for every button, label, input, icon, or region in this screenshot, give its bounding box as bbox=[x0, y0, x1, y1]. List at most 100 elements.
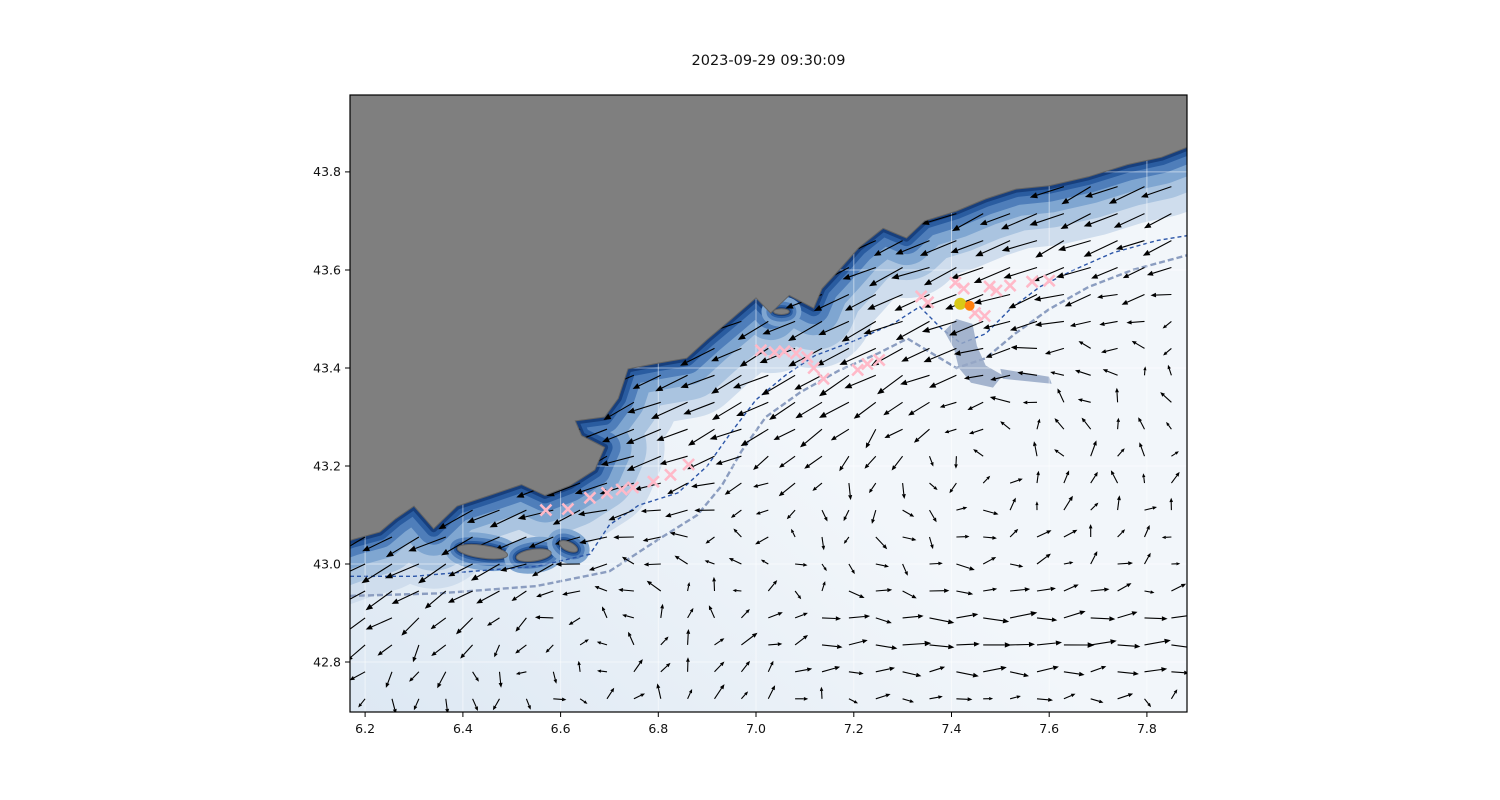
quiver-arrow-head bbox=[853, 412, 861, 419]
quiver-arrow bbox=[1010, 588, 1025, 592]
quiver-arrow-head bbox=[967, 405, 973, 410]
quiver-arrow-head bbox=[983, 324, 990, 330]
quiver-arrow bbox=[1165, 347, 1172, 354]
quiver-arrow bbox=[1144, 507, 1153, 511]
quiver-arrow-head bbox=[839, 359, 848, 365]
quiver-arrow-head bbox=[967, 697, 973, 702]
quiver-arrow bbox=[548, 644, 554, 651]
quiver-arrow bbox=[986, 213, 1011, 223]
quiver-arrow bbox=[980, 266, 1011, 281]
quiver-arrow bbox=[917, 428, 930, 440]
quiver-arrow-head bbox=[1023, 672, 1029, 678]
quiver-arrow bbox=[1090, 444, 1096, 457]
drifter-marker bbox=[948, 276, 962, 290]
quiver-arrow bbox=[907, 347, 930, 360]
quiver-arrow-head bbox=[891, 273, 900, 280]
quiver-arrow-head bbox=[859, 594, 865, 598]
quiver-arrow-head bbox=[1001, 245, 1010, 252]
quiver-arrow-head bbox=[753, 483, 759, 488]
quiver-arrow bbox=[848, 698, 855, 703]
quiver-arrow bbox=[1122, 240, 1145, 248]
quiver-arrow bbox=[848, 590, 861, 597]
quiver-arrow bbox=[1140, 446, 1146, 457]
quiver-arrow-head bbox=[744, 691, 749, 696]
seabed-patch bbox=[944, 319, 1003, 388]
chart-title: 2023-09-29 09:30:09 bbox=[691, 53, 846, 69]
quiver-arrow bbox=[875, 589, 888, 592]
quiver-arrow-head bbox=[863, 328, 872, 335]
quiver-arrow bbox=[794, 590, 800, 597]
quiver-arrow bbox=[672, 482, 688, 492]
quiver-arrow bbox=[867, 428, 877, 444]
quiver-arrow bbox=[598, 587, 608, 592]
quiver-arrow-head bbox=[760, 559, 765, 563]
quiver-arrow-head bbox=[377, 650, 383, 656]
quiver-arrow-head bbox=[724, 489, 731, 495]
quiver-arrow bbox=[1090, 505, 1096, 511]
quiver-arrow-head bbox=[973, 449, 978, 453]
quiver-arrow-head bbox=[891, 645, 898, 650]
quiver-arrow-head bbox=[989, 697, 994, 701]
quiver-arrow bbox=[792, 532, 796, 538]
quiver-arrow-head bbox=[516, 491, 525, 498]
quiver-arrow-head bbox=[1060, 223, 1069, 229]
quiver-arrow bbox=[553, 698, 563, 700]
quiver-arrow-head bbox=[745, 660, 750, 666]
quiver-arrow-head bbox=[568, 621, 574, 625]
quiver-arrow-head bbox=[1167, 364, 1171, 370]
quiver-arrow-head bbox=[1161, 667, 1168, 672]
quiver-arrow bbox=[1104, 320, 1118, 325]
quiver-arrow bbox=[824, 320, 850, 333]
quiver-arrow bbox=[1009, 613, 1032, 619]
quiver-arrow bbox=[360, 698, 366, 705]
quiver-arrow bbox=[928, 213, 957, 223]
quiver-arrow bbox=[858, 401, 877, 416]
quiver-arrow-head bbox=[515, 671, 521, 675]
quiver-arrow bbox=[1063, 694, 1072, 700]
quiver-arrow bbox=[928, 536, 933, 546]
quiver-arrow-head bbox=[1035, 501, 1039, 506]
quiver-arrow bbox=[496, 509, 527, 525]
quiver-arrow-head bbox=[596, 641, 602, 645]
quiver-arrow bbox=[821, 644, 838, 648]
yellow-dot bbox=[954, 297, 967, 310]
quiver-arrow-head bbox=[1069, 322, 1076, 328]
quiver-arrow bbox=[958, 213, 984, 228]
quiver-arrow-head bbox=[667, 489, 674, 495]
quiver-arrow-head bbox=[929, 382, 937, 388]
quiver-arrow-head bbox=[536, 593, 542, 598]
quiver-arrow-head bbox=[584, 639, 589, 643]
quiver-arrow bbox=[646, 509, 661, 512]
quiver-arrow-head bbox=[913, 437, 920, 443]
quiver-arrow bbox=[746, 428, 769, 443]
quiver-arrow-head bbox=[969, 566, 975, 571]
quiver-arrow-head bbox=[664, 636, 669, 641]
quiver-arrow bbox=[581, 482, 608, 493]
quiver-arrow-head bbox=[834, 666, 841, 671]
quiver-arrow bbox=[1058, 392, 1065, 403]
quiver-arrow bbox=[1022, 372, 1038, 376]
x-tick-label: 7.4 bbox=[942, 721, 962, 736]
x-tick-label: 6.8 bbox=[648, 721, 668, 736]
quiver-arrow bbox=[606, 691, 613, 700]
quiver-arrow bbox=[912, 401, 930, 413]
quiver-arrow bbox=[1117, 644, 1135, 647]
quiver-arrow bbox=[782, 455, 796, 466]
quiver-arrow bbox=[971, 401, 984, 409]
quiver-arrow-head bbox=[511, 596, 517, 601]
quiver-arrow-head bbox=[1054, 418, 1059, 423]
quiver-arrow-head bbox=[944, 429, 950, 434]
quiver-arrow-head bbox=[1113, 221, 1122, 228]
quiver-arrow bbox=[584, 509, 608, 515]
y-tick-label: 43.0 bbox=[313, 556, 341, 571]
quiver-arrow-head bbox=[632, 383, 640, 389]
quiver-arrow-head bbox=[515, 649, 520, 654]
quiver-arrow bbox=[982, 558, 993, 565]
quiver-arrow bbox=[1144, 617, 1162, 620]
quiver-arrow bbox=[740, 664, 748, 673]
quiver-arrow-head bbox=[938, 695, 943, 699]
quiver-arrow bbox=[647, 536, 661, 541]
quiver-arrow bbox=[980, 293, 1011, 303]
quiver-arrow bbox=[1041, 320, 1064, 325]
